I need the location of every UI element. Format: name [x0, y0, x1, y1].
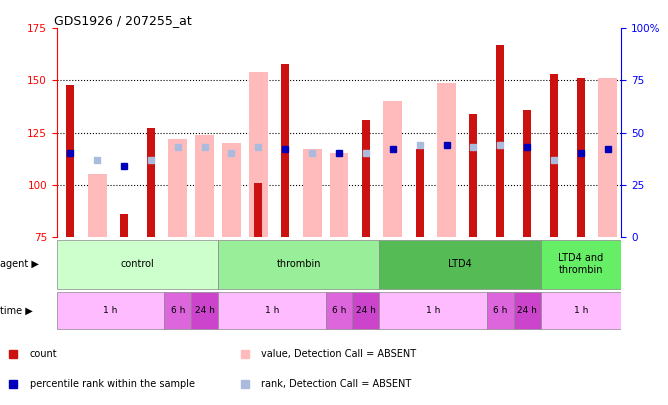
Bar	[362, 120, 370, 237]
Bar	[577, 79, 585, 237]
Bar	[379, 292, 487, 329]
Bar	[249, 72, 268, 237]
Text: LTD4: LTD4	[448, 259, 472, 269]
Bar	[523, 110, 531, 237]
Text: 1 h: 1 h	[265, 306, 279, 315]
Bar	[353, 292, 379, 329]
Bar	[164, 292, 191, 329]
Bar	[218, 292, 325, 329]
Bar	[383, 101, 402, 237]
Text: 24 h: 24 h	[356, 306, 376, 315]
Bar	[550, 74, 558, 237]
Bar	[168, 139, 187, 237]
Bar	[470, 114, 478, 237]
Bar	[222, 143, 241, 237]
Text: 1 h: 1 h	[574, 306, 588, 315]
Bar	[255, 183, 263, 237]
Text: 6 h: 6 h	[493, 306, 508, 315]
Text: time ▶: time ▶	[0, 306, 33, 316]
Bar	[57, 292, 164, 329]
Bar	[540, 240, 621, 288]
Text: LTD4 and
thrombin: LTD4 and thrombin	[558, 254, 604, 275]
Bar	[437, 83, 456, 237]
Text: 1 h: 1 h	[104, 306, 118, 315]
Text: percentile rank within the sample: percentile rank within the sample	[30, 379, 195, 389]
Bar	[599, 79, 617, 237]
Bar	[496, 45, 504, 237]
Text: agent ▶: agent ▶	[0, 259, 39, 269]
Bar	[329, 153, 349, 237]
Bar	[540, 292, 621, 329]
Bar	[120, 214, 128, 237]
Bar	[325, 292, 353, 329]
Text: count: count	[30, 349, 57, 359]
Bar	[281, 64, 289, 237]
Bar	[303, 149, 321, 237]
Bar	[487, 292, 514, 329]
Text: GDS1926 / 207255_at: GDS1926 / 207255_at	[54, 14, 192, 27]
Text: value, Detection Call = ABSENT: value, Detection Call = ABSENT	[261, 349, 416, 359]
Bar	[195, 135, 214, 237]
Bar	[88, 174, 106, 237]
Text: thrombin: thrombin	[277, 259, 321, 269]
Bar	[514, 292, 540, 329]
Text: 1 h: 1 h	[426, 306, 440, 315]
Bar	[57, 240, 218, 288]
Text: 6 h: 6 h	[332, 306, 346, 315]
Text: 24 h: 24 h	[194, 306, 214, 315]
Bar	[191, 292, 218, 329]
Bar	[415, 149, 424, 237]
Bar	[379, 240, 540, 288]
Text: control: control	[120, 259, 154, 269]
Text: rank, Detection Call = ABSENT: rank, Detection Call = ABSENT	[261, 379, 411, 389]
Text: 24 h: 24 h	[517, 306, 537, 315]
Bar	[66, 85, 74, 237]
Text: 6 h: 6 h	[170, 306, 185, 315]
Bar	[218, 240, 379, 288]
Bar	[147, 128, 155, 237]
